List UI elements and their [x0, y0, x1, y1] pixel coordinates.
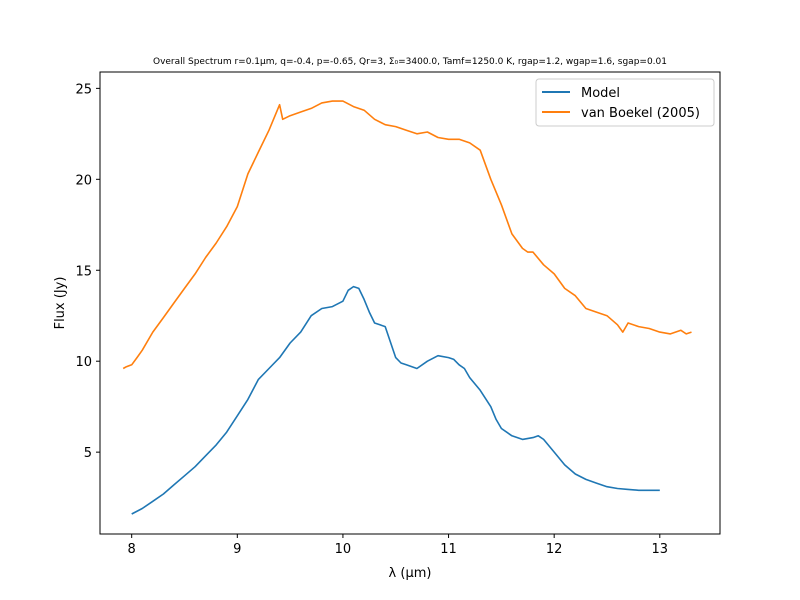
- x-axis-label: λ (μm): [389, 566, 432, 581]
- series-line-model: [131, 285, 660, 515]
- y-tick-label: 5: [84, 446, 92, 461]
- x-tick-label: 9: [233, 542, 241, 557]
- y-tick-label: 20: [75, 173, 92, 188]
- x-tick-label: 11: [440, 542, 457, 557]
- y-axis-label: Flux (Jy): [53, 277, 68, 330]
- legend: Model van Boekel (2005): [535, 78, 715, 127]
- x-tick-label: 12: [546, 542, 563, 557]
- x-axis-ticks: 8 9 10 11 12 13: [128, 534, 669, 557]
- x-tick-label: 13: [652, 542, 669, 557]
- y-tick-label: 15: [75, 264, 92, 279]
- legend-label-van-boekel: van Boekel (2005): [581, 106, 700, 121]
- series-line-van-boekel-2005: [122, 100, 692, 370]
- y-tick-label: 10: [75, 355, 92, 370]
- legend-label-model: Model: [581, 86, 620, 101]
- legend-box: [535, 78, 715, 127]
- plot-frame: [99, 71, 721, 535]
- chart-title: Overall Spectrum r=0.1μm, q=-0.4, p=-0.6…: [153, 57, 667, 67]
- series-layer: [122, 100, 692, 515]
- y-tick-label: 25: [75, 82, 92, 97]
- y-axis-ticks: 5 10 15 20 25: [75, 82, 100, 461]
- x-tick-label: 8: [128, 542, 136, 557]
- x-tick-label: 10: [335, 542, 352, 557]
